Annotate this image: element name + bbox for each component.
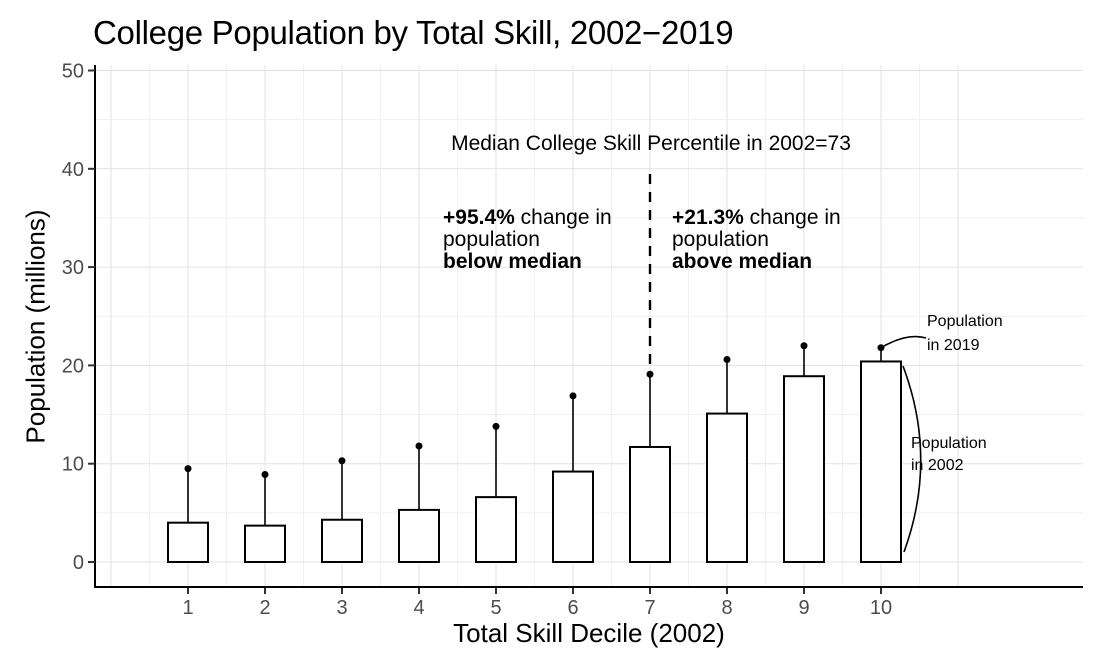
- y-tick-label: 50: [62, 61, 84, 83]
- above-median-bold: above median: [672, 250, 813, 273]
- y-tick-label: 0: [73, 552, 84, 574]
- label-2002-brace-curve: [902, 365, 922, 553]
- point-2019-decile-10: [877, 344, 885, 352]
- x-tick-label: 8: [721, 597, 732, 619]
- above-median-annotation: +21.3% change in population above median: [672, 207, 841, 273]
- point-2019-decile-6: [569, 392, 577, 400]
- bar-2002-decile-4: [398, 508, 440, 563]
- y-tick-label: 30: [62, 257, 84, 279]
- point-2019-decile-5: [492, 422, 500, 430]
- x-tick-label: 1: [182, 597, 193, 619]
- below-median-line1: +95.4% change in: [443, 207, 612, 229]
- bar-2002-decile-10: [860, 360, 902, 563]
- y-axis-title: Population (millions): [20, 209, 51, 444]
- above-median-pct: +21.3%: [672, 206, 744, 229]
- bar-2002-decile-5: [475, 496, 517, 564]
- bar-2002-decile-3: [321, 518, 363, 564]
- population-2019-line1: Population: [927, 313, 1003, 330]
- above-median-line1: +21.3% change in: [672, 207, 841, 229]
- point-2019-decile-3: [338, 457, 346, 465]
- below-median-pct: +95.4%: [443, 206, 515, 229]
- bar-2002-decile-2: [244, 524, 286, 564]
- bar-2002-decile-1: [167, 521, 209, 563]
- bar-2002-decile-9: [783, 375, 825, 564]
- bar-2002-decile-8: [706, 412, 748, 563]
- chart-title: College Population by Total Skill, 2002−…: [93, 14, 734, 51]
- point-2019-decile-7: [646, 370, 654, 378]
- x-tick-label: 4: [413, 597, 424, 619]
- population-2019-line2: in 2019: [927, 337, 980, 354]
- point-2019-decile-9: [800, 342, 808, 350]
- point-2019-decile-4: [415, 442, 423, 450]
- x-axis-title: Total Skill Decile (2002): [453, 618, 725, 648]
- x-tick-label: 7: [644, 597, 655, 619]
- above-median-rest: change in: [743, 206, 841, 229]
- x-tick-label: 6: [567, 597, 578, 619]
- point-2019-decile-1: [184, 465, 192, 473]
- point-2019-decile-8: [723, 356, 731, 364]
- label-2019-connector-curve: [883, 335, 927, 347]
- point-2019-decile-2: [261, 471, 269, 479]
- x-tick-label: 3: [336, 597, 347, 619]
- x-tick-label: 5: [490, 597, 501, 619]
- below-median-line2: population: [443, 228, 540, 251]
- median-annotation: Median College Skill Percentile in 2002=…: [451, 132, 851, 155]
- bar-2002-decile-7: [629, 445, 671, 564]
- population-2002-line1: Population: [911, 435, 987, 452]
- y-tick-label: 40: [62, 159, 84, 181]
- population-2019-label: Population in 2019: [927, 310, 1003, 358]
- below-median-bold: below median: [443, 250, 582, 273]
- below-median-annotation: +95.4% change in population below median: [443, 207, 612, 273]
- x-tick-label: 2: [259, 597, 270, 619]
- y-tick-label: 20: [62, 355, 84, 377]
- population-2002-line2: in 2002: [911, 457, 964, 474]
- x-tick-label: 9: [798, 597, 809, 619]
- population-2002-label: Population in 2002: [911, 433, 987, 477]
- below-median-line3: below median: [443, 251, 612, 273]
- x-tick-label: 10: [870, 597, 892, 619]
- above-median-line3: above median: [672, 251, 841, 273]
- below-median-rest: change in: [514, 206, 612, 229]
- bar-2002-decile-6: [552, 470, 594, 563]
- above-median-line2: population: [672, 228, 769, 251]
- y-tick-label: 10: [62, 454, 84, 476]
